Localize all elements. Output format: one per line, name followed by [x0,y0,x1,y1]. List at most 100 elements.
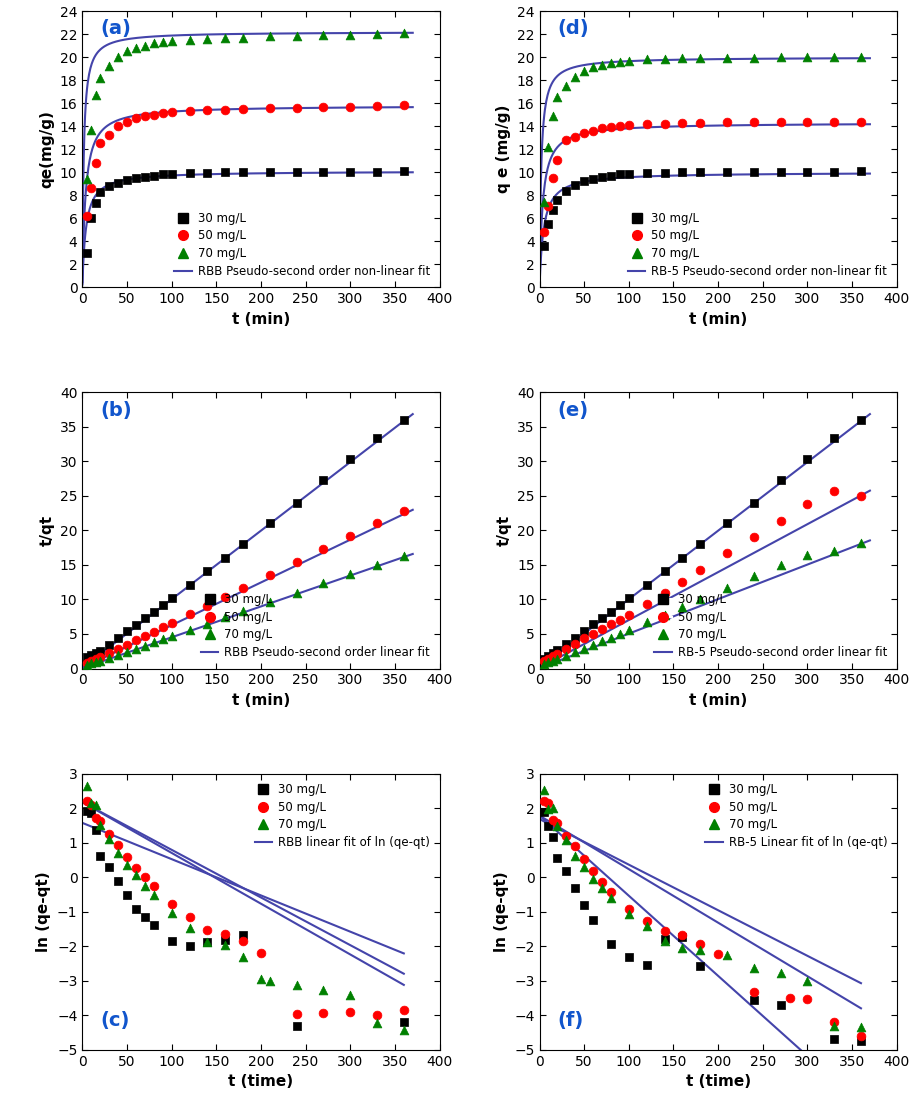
Point [84,179,99,197]
Point [545,107,560,125]
Point [129,39,144,56]
Point [80,778,94,796]
Point [559,648,574,665]
Point [559,831,574,849]
Point [182,31,197,49]
Point [576,896,591,914]
Point [156,166,170,183]
Point [236,101,251,118]
Point [604,54,619,72]
Point [827,1013,842,1031]
Point [854,113,868,130]
Point [576,851,591,869]
Point [827,113,842,130]
Point [316,981,330,999]
Point [595,168,609,186]
Point [576,124,591,141]
Point [102,57,116,75]
Point [137,36,152,54]
Point [253,944,268,961]
Point [773,162,788,180]
Point [595,620,609,638]
Point [236,948,251,966]
Point [84,803,99,821]
Point [80,170,94,188]
Point [773,556,788,573]
Point [129,631,144,649]
Point [93,649,108,666]
Point [657,585,672,602]
Point [657,606,672,623]
Point [854,487,868,505]
Point [604,936,619,954]
Point [576,62,591,80]
Point [129,617,144,634]
Point [343,97,358,115]
Point [236,164,251,181]
Point [146,602,161,620]
Point [568,878,583,896]
Point [396,1013,411,1031]
Point [604,883,619,901]
Point [541,138,555,156]
Point [218,549,232,567]
Point [568,838,583,855]
Legend: 30 mg/L, 50 mg/L, 70 mg/L, RBB Pseudo-second order linear fit: 30 mg/L, 50 mg/L, 70 mg/L, RBB Pseudo-se… [197,589,434,663]
Point [218,926,232,944]
Point [576,172,591,190]
Point [576,640,591,657]
Point [80,802,94,820]
Point [156,33,170,51]
Point [93,183,108,201]
Point [120,643,135,661]
Point [657,115,672,133]
Point [604,118,619,136]
Point [621,52,636,70]
Point [156,631,170,649]
Point [541,818,555,835]
Point [747,983,761,1001]
Point [550,191,565,209]
Point [111,49,125,66]
Point [84,654,99,672]
Point [711,945,726,962]
Point [827,1031,842,1049]
Point [236,933,251,950]
Text: (d): (d) [557,20,589,39]
Point [595,632,609,650]
Point [586,870,600,887]
Point [80,792,94,810]
Point [693,535,707,552]
Point [263,972,277,990]
Point [559,77,574,95]
Point [146,623,161,641]
Point [84,652,99,670]
Point [343,987,358,1004]
Point [586,615,600,633]
Point [550,817,565,834]
Point [93,652,108,670]
Point [621,905,636,923]
Point [720,579,735,597]
Point [200,30,215,48]
Point [129,109,144,127]
Point [720,49,735,66]
Point [586,862,600,880]
Point [316,98,330,116]
Point [236,602,251,620]
Point [550,150,565,168]
Point [89,653,103,671]
Point [827,543,842,560]
Point [657,930,672,948]
Text: (a): (a) [101,20,131,39]
Point [80,207,94,224]
Point [289,98,304,116]
Point [568,128,583,146]
Point [747,568,761,586]
Point [612,611,627,629]
Y-axis label: t/qt: t/qt [39,515,54,546]
Point [343,162,358,180]
Point [559,862,574,880]
Point [545,829,560,846]
Point [165,628,179,645]
